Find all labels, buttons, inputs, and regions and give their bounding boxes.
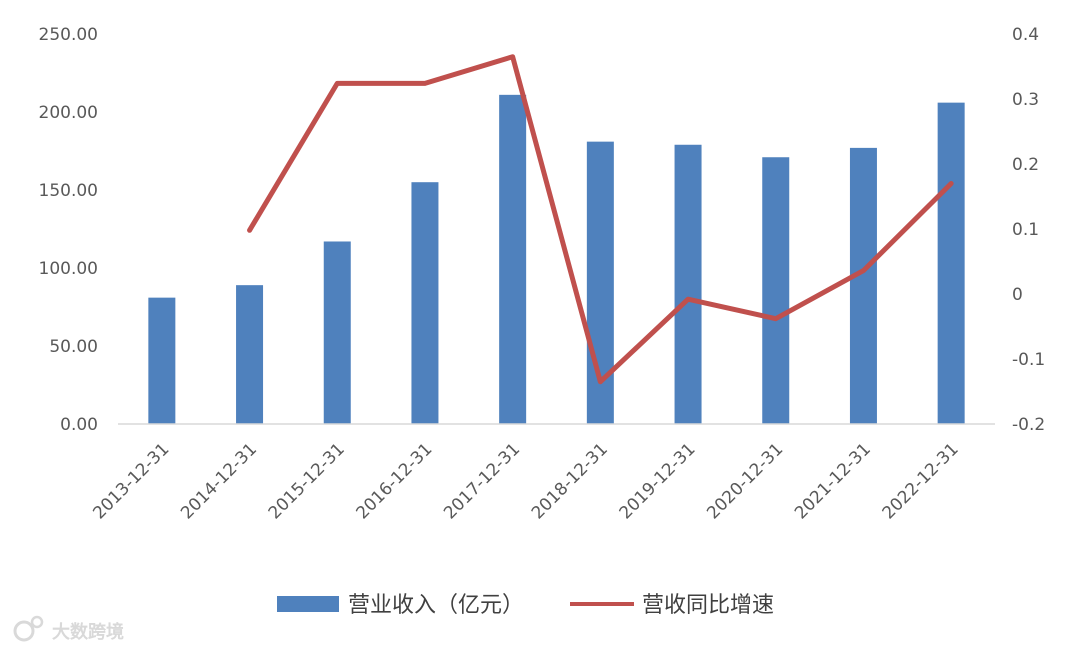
bar — [148, 297, 176, 424]
y-right-tick-label: 0.1 — [1012, 220, 1039, 240]
y-left-tick-label: 250.00 — [39, 25, 98, 45]
watermark-text: 大数跨境 — [52, 621, 124, 643]
y-left-tick-label: 200.00 — [39, 103, 98, 123]
line-series — [247, 54, 954, 385]
bar — [236, 285, 264, 424]
bar — [762, 157, 790, 425]
legend-bar-label: 营业收入（亿元） — [348, 593, 524, 618]
y-right-tick-label: 0.2 — [1012, 155, 1039, 175]
watermark: 大数跨境 — [13, 615, 124, 643]
y-right-tick-label: 0 — [1012, 285, 1023, 305]
y-left-tick-label: 100.00 — [39, 259, 98, 279]
bar — [323, 241, 351, 424]
bar — [849, 147, 877, 424]
y-left-tick-label: 50.00 — [49, 337, 98, 357]
y-left-tick-label: 150.00 — [39, 181, 98, 201]
growth-line — [247, 54, 954, 385]
legend-bar-swatch — [277, 596, 339, 612]
bar — [499, 94, 527, 424]
left-axis: 0.00 50.00 100.00 150.00 200.00 250.00 — [39, 25, 98, 435]
bar — [937, 102, 965, 424]
bar — [674, 144, 702, 424]
weibo-logo-icon — [13, 615, 44, 642]
bar-series — [148, 94, 965, 425]
y-right-tick-label: -0.2 — [1012, 415, 1045, 435]
legend-line-label: 营收同比增速 — [642, 593, 774, 618]
legend: 营业收入（亿元） 营收同比增速 — [277, 593, 774, 618]
y-left-tick-label: 0.00 — [60, 415, 98, 435]
y-right-tick-label: 0.4 — [1012, 25, 1039, 45]
bar — [411, 182, 439, 424]
right-axis: -0.2 -0.1 0 0.1 0.2 0.3 0.4 — [1012, 25, 1045, 435]
y-right-tick-label: -0.1 — [1012, 350, 1045, 370]
y-right-tick-label: 0.3 — [1012, 90, 1039, 110]
